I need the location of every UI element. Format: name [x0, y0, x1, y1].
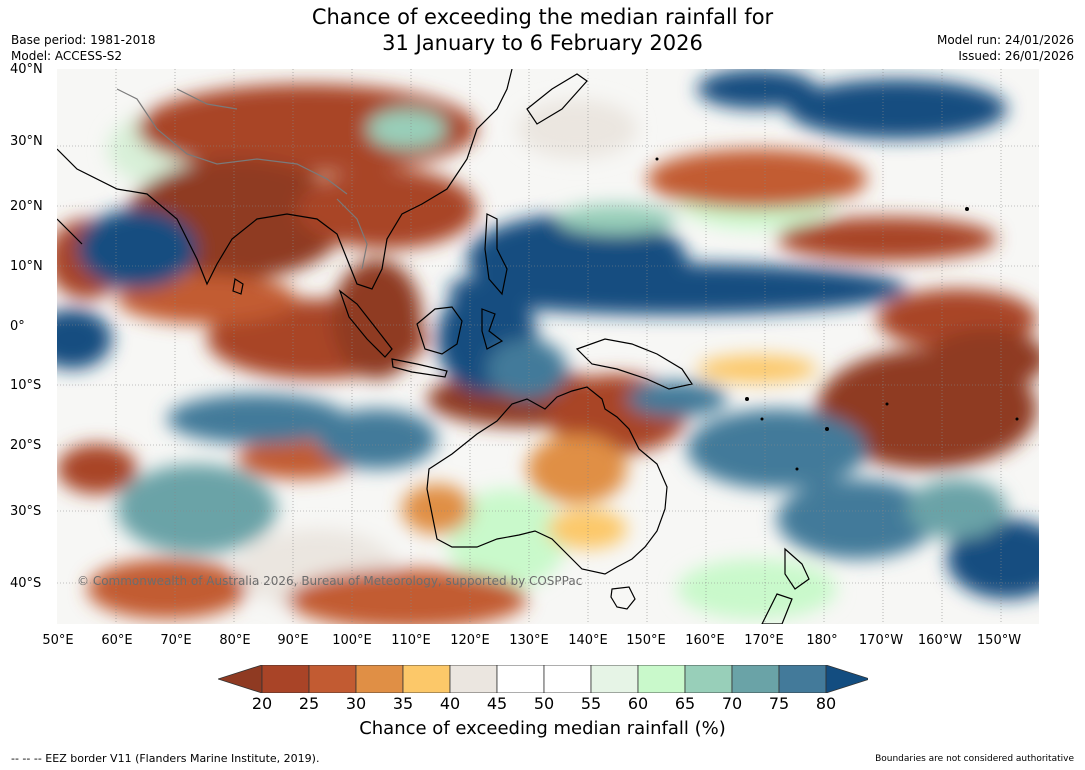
colorbar-tick-label: 25 — [298, 694, 320, 713]
lat-label-30s: 30°S — [10, 504, 42, 519]
colorbar-segment — [590, 665, 639, 693]
lon-label-50e: 50°E — [42, 633, 74, 648]
meta-left: Base period: 1981-2018 Model: ACCESS-S2 — [11, 32, 156, 64]
colorbar-tick-label: 40 — [439, 694, 461, 713]
lat-label-10s: 10°S — [10, 378, 42, 393]
lon-label-90e: 90°E — [277, 633, 309, 648]
lon-label-120e: 120°E — [450, 633, 490, 648]
colorbar-tick-label: 70 — [721, 694, 743, 713]
colorbar-segment — [637, 665, 686, 693]
lat-label-40n: 40°N — [10, 62, 43, 77]
colorbar-tick-label: 55 — [580, 694, 602, 713]
issued-date: Issued: 26/01/2026 — [958, 49, 1074, 63]
model-name: Model: ACCESS-S2 — [11, 49, 123, 63]
title-line-2: 31 January to 6 February 2026 — [382, 31, 703, 55]
colorbar-segment — [543, 665, 592, 693]
pacific-islands — [655, 157, 1019, 471]
colorbar-segment — [402, 665, 451, 693]
lat-label-10n: 10°N — [10, 259, 43, 274]
boundaries-disclaimer: Boundaries are not considered authoritat… — [875, 754, 1074, 764]
meta-right: Model run: 24/01/2026 Issued: 26/01/2026 — [937, 32, 1074, 64]
lon-label-80e: 80°E — [219, 633, 251, 648]
colorbar-segment — [449, 665, 498, 693]
colorbar-segment — [684, 665, 733, 693]
colorbar-label: Chance of exceeding median rainfall (%) — [359, 718, 726, 739]
lat-label-30n: 30°N — [10, 134, 43, 149]
model-run: Model run: 24/01/2026 — [936, 33, 1074, 47]
graticule — [57, 69, 1039, 624]
lon-label-170e: 170°E — [744, 633, 784, 648]
colorbar-tick-label: 20 — [251, 694, 273, 713]
colorbar-segment — [496, 665, 545, 693]
lon-label-160e: 160°E — [685, 633, 725, 648]
lat-label-20s: 20°S — [10, 438, 42, 453]
rainfall-field — [57, 69, 1039, 624]
coastlines — [57, 69, 810, 624]
rainfall-map — [57, 69, 1039, 624]
lon-label-150w: 150°W — [976, 633, 1022, 648]
colorbar-tick-label: 65 — [674, 694, 696, 713]
lon-label-140e: 140°E — [568, 633, 608, 648]
title-line-1: Chance of exceeding the median rainfall … — [311, 5, 774, 29]
lon-label-130e: 130°E — [509, 633, 549, 648]
colorbar-segment — [308, 665, 357, 693]
lon-label-100e: 100°E — [332, 633, 372, 648]
colorbar — [218, 665, 868, 693]
country-borders — [116, 88, 368, 270]
base-period: Base period: 1981-2018 — [11, 33, 156, 47]
lon-label-170w: 170°W — [858, 633, 904, 648]
colorbar-segment — [261, 665, 310, 693]
colorbar-extend-high — [825, 665, 868, 693]
colorbar-tick-label: 75 — [768, 694, 790, 713]
lon-label-180: 180° — [806, 633, 838, 648]
lon-label-110e: 110°E — [391, 633, 431, 648]
lon-label-70e: 70°E — [160, 633, 192, 648]
lat-label-0: 0° — [10, 319, 25, 334]
lat-label-20n: 20°N — [10, 199, 43, 214]
colorbar-tick-label: 30 — [345, 694, 367, 713]
map-title: Chance of exceeding the median rainfall … — [0, 4, 1085, 56]
colorbar-extend-low — [218, 665, 263, 693]
colorbar-tick-label: 80 — [815, 694, 837, 713]
colorbar-tick-label: 60 — [627, 694, 649, 713]
colorbar-segment — [778, 665, 827, 693]
copyright-notice: © Commonwealth of Australia 2026, Bureau… — [77, 574, 583, 588]
colorbar-tick-label: 45 — [486, 694, 508, 713]
lon-label-150e: 150°E — [626, 633, 666, 648]
colorbar-segment — [355, 665, 404, 693]
lon-label-160w: 160°W — [917, 633, 963, 648]
colorbar-segment — [731, 665, 780, 693]
lon-label-60e: 60°E — [101, 633, 133, 648]
colorbar-tick-label: 35 — [392, 694, 414, 713]
colorbar-tick-label: 50 — [533, 694, 555, 713]
lat-label-40s: 40°S — [10, 576, 42, 591]
eez-border-note: -- -- -- EEZ border V11 (Flanders Marine… — [11, 752, 320, 765]
